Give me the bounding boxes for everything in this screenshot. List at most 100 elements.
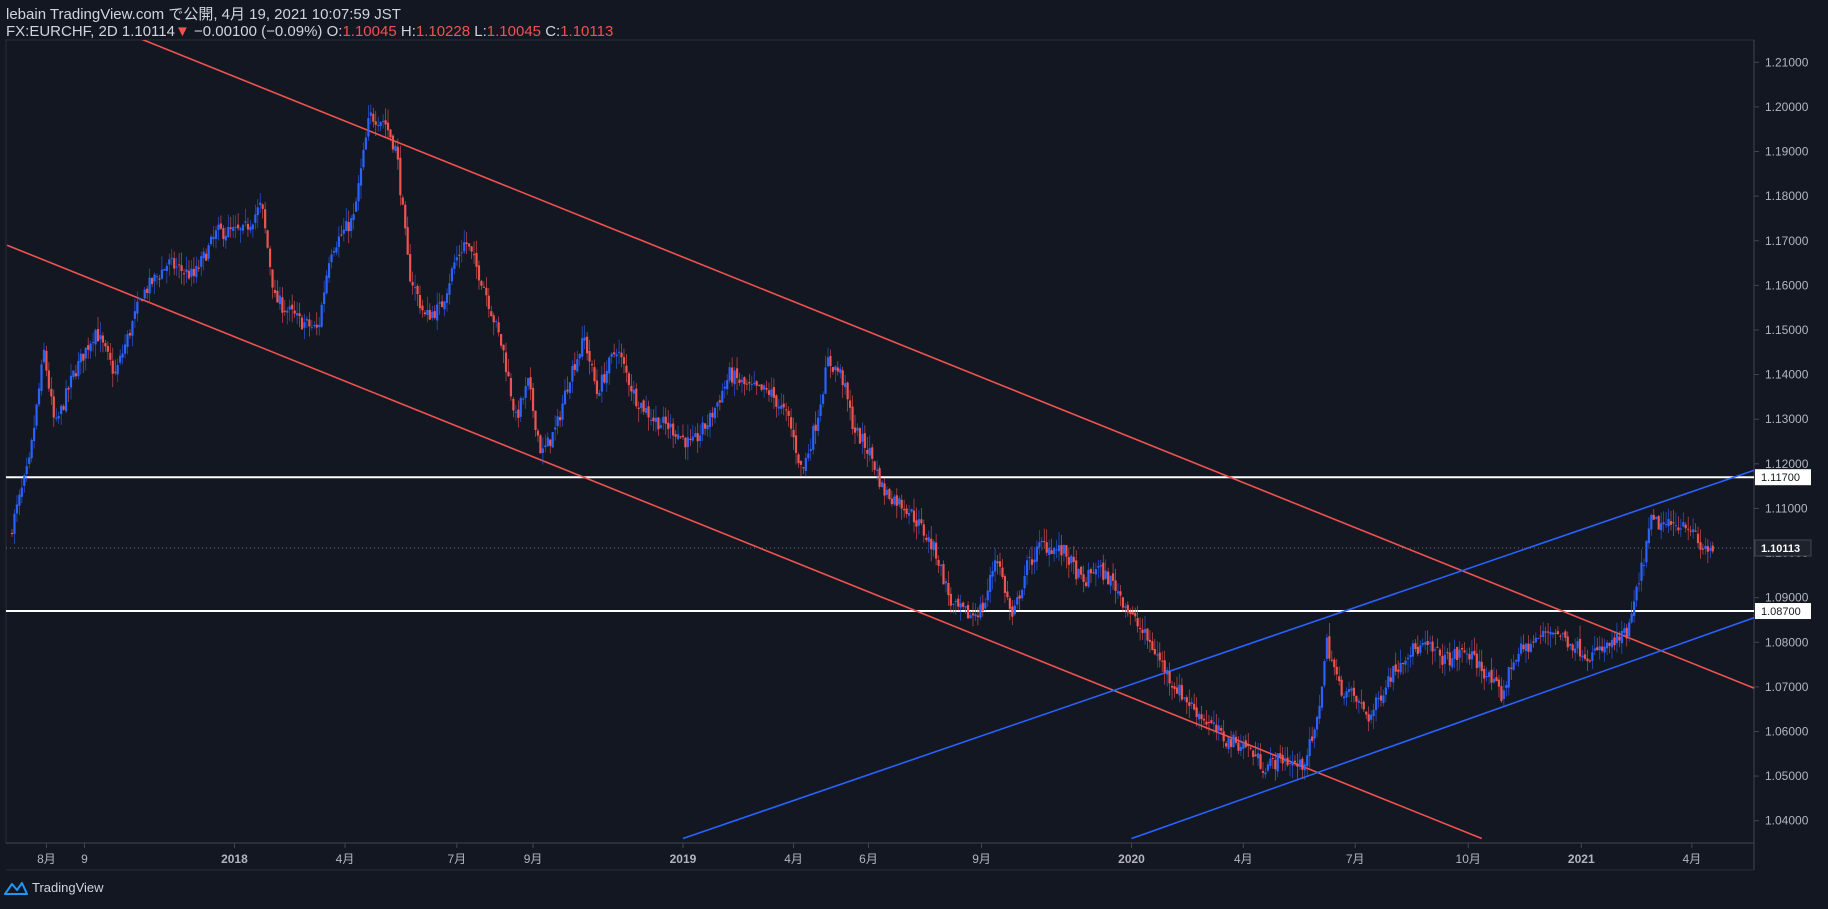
candle-body xyxy=(313,325,316,327)
candle-body xyxy=(155,276,159,278)
candle-body xyxy=(1522,644,1525,650)
candles-layer xyxy=(10,104,1714,781)
candle-body xyxy=(1237,742,1240,751)
candle-body xyxy=(1195,707,1198,717)
candle-body xyxy=(517,409,520,418)
candle-body xyxy=(1075,560,1078,580)
candle-body xyxy=(1706,546,1709,552)
candle-body xyxy=(605,370,608,384)
candle-body xyxy=(539,435,542,454)
candle-body xyxy=(1394,664,1397,672)
candle-body xyxy=(1424,642,1427,645)
candle-body xyxy=(1011,606,1014,617)
candle-body xyxy=(79,353,82,363)
candle-body xyxy=(1279,753,1282,757)
price-axis-label: 1.16000 xyxy=(1765,278,1809,292)
current-price-tag-label: 1.10113 xyxy=(1761,543,1800,555)
time-axis-label: 9 xyxy=(81,852,88,866)
trend-line xyxy=(141,40,1754,690)
candle-body xyxy=(981,602,984,611)
candle-body xyxy=(384,120,387,125)
candle-body xyxy=(465,242,468,245)
candle-body xyxy=(627,373,630,386)
candle-body xyxy=(593,367,596,382)
candle-body xyxy=(895,495,898,506)
candle-body xyxy=(910,509,913,512)
candle-body xyxy=(438,302,441,304)
candle-body xyxy=(549,439,552,446)
candle-body xyxy=(1500,686,1503,702)
high-value: 1.10228 xyxy=(415,23,471,40)
candle-body xyxy=(1347,689,1351,693)
candle-body xyxy=(971,613,975,616)
candle-body xyxy=(131,320,134,336)
candle-body xyxy=(868,448,871,456)
candle-body xyxy=(1662,522,1665,525)
candle-body xyxy=(1515,659,1518,662)
candle-body xyxy=(426,309,429,315)
candle-body xyxy=(814,424,817,431)
candle-body xyxy=(507,371,510,377)
candle-body xyxy=(468,243,471,247)
candle-body xyxy=(1416,646,1419,654)
candle-body xyxy=(590,364,594,366)
candle-body xyxy=(785,409,788,411)
candle-body xyxy=(1249,747,1252,749)
candle-body xyxy=(1311,736,1314,741)
candle-body xyxy=(254,214,257,223)
candle-body xyxy=(1598,646,1601,651)
candle-body xyxy=(1288,762,1292,764)
candle-body xyxy=(1284,759,1287,762)
level-price-tag-label: 1.08700 xyxy=(1761,606,1801,618)
level-price-tag xyxy=(1755,469,1811,486)
candle-body xyxy=(1409,654,1412,658)
candle-body xyxy=(1107,571,1110,585)
candle-body xyxy=(1473,650,1476,655)
candle-body xyxy=(1431,641,1434,652)
candle-body xyxy=(350,218,353,231)
last-price: 1.10114 xyxy=(121,23,175,40)
symbol-label: FX:EURCHF, 2D xyxy=(6,23,118,40)
candle-body xyxy=(1143,629,1147,633)
candle-body xyxy=(1254,754,1257,757)
candle-body xyxy=(689,438,692,440)
candle-body xyxy=(1205,721,1208,725)
candle-body xyxy=(962,602,965,607)
candle-body xyxy=(271,269,274,288)
candle-body xyxy=(293,310,296,314)
candle-body xyxy=(404,204,407,229)
candle-body xyxy=(839,368,842,373)
candle-body xyxy=(524,386,527,398)
candle-body xyxy=(1399,662,1402,673)
candle-body xyxy=(1633,601,1636,617)
candle-body xyxy=(686,437,689,448)
candle-body xyxy=(1116,591,1120,594)
tradingview-brand[interactable]: TradingView xyxy=(4,880,104,895)
candle-body xyxy=(885,489,889,495)
candle-body xyxy=(143,289,146,299)
close-value: 1.10113 xyxy=(560,23,614,40)
candle-body xyxy=(197,267,200,269)
candle-body xyxy=(1458,649,1461,658)
candle-body xyxy=(1355,695,1358,702)
candle-body xyxy=(1556,631,1560,635)
candle-body xyxy=(239,228,242,231)
candle-body xyxy=(251,224,254,230)
candle-body xyxy=(694,433,697,437)
candle-body xyxy=(1185,697,1188,703)
candle-body xyxy=(1519,643,1523,654)
candle-body xyxy=(1389,677,1392,682)
price-axis-label: 1.06000 xyxy=(1765,724,1809,738)
candle-body xyxy=(1180,685,1183,700)
candle-body xyxy=(1630,613,1633,623)
candle-body xyxy=(1352,687,1356,696)
candle-body xyxy=(1286,757,1289,766)
candle-body xyxy=(219,223,223,229)
candle-body xyxy=(915,520,918,527)
candle-body xyxy=(711,412,714,418)
candle-body xyxy=(15,504,19,514)
time-axis-label: 10月 xyxy=(1456,852,1481,866)
candle-body xyxy=(551,432,554,448)
candle-body xyxy=(1094,569,1097,575)
